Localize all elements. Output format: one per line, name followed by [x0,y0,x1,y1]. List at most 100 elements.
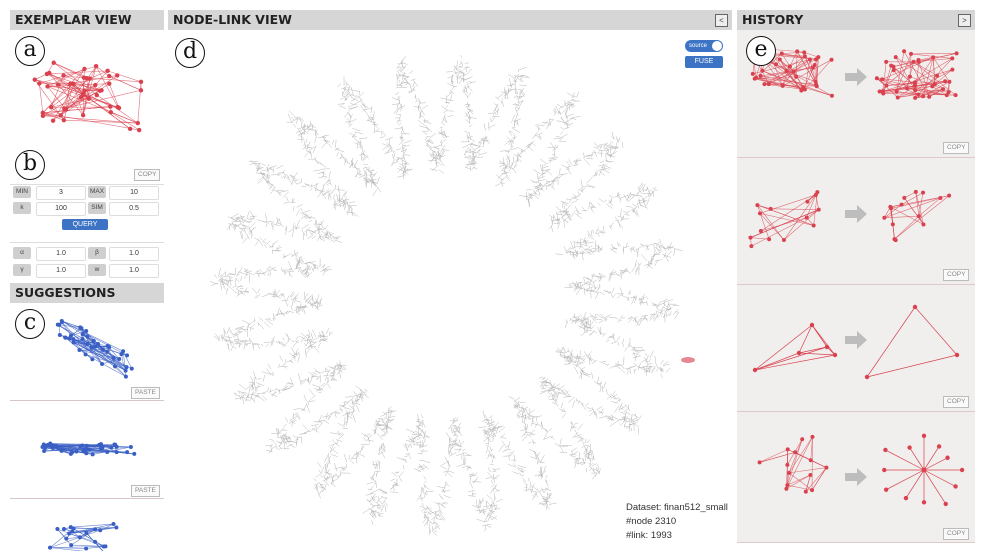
paste-button[interactable]: PASTE [131,485,160,497]
ring-edge [449,91,453,94]
ring-edge [262,374,266,382]
ring-edge [438,494,443,500]
ring-edge [534,190,538,195]
ring-edge [346,159,348,163]
history-copy-button[interactable]: COPY [943,142,970,154]
graph-edge [806,209,819,218]
ring-edge [500,91,508,95]
graph-edge [91,347,127,368]
ring-edge [453,425,456,430]
ring-edge [340,404,345,407]
history-item[interactable]: COPY [737,412,975,543]
ring-edge [311,337,318,342]
ring-edge [516,411,519,416]
history-copy-button[interactable]: COPY [943,528,970,540]
ring-edge [631,264,637,272]
history-copy-button[interactable]: COPY [943,269,970,281]
w-input[interactable]: 1.0 [109,264,159,278]
ring-edge [441,121,446,127]
graph-edge [69,337,128,356]
beta-input[interactable]: 1.0 [109,247,159,261]
gamma-input[interactable]: 1.0 [36,264,86,278]
ring-edge [335,139,337,148]
graph-node [98,446,103,451]
history-item[interactable]: COPY [737,30,975,158]
ring-edge [315,189,325,192]
ring-edge [462,144,469,149]
ring-edge [468,136,476,142]
fuse-button[interactable]: FUSE [685,56,723,68]
ring-edge [291,340,295,343]
k-input[interactable]: 100 [36,202,86,216]
ring-edge [463,90,467,92]
ring-edge [275,289,280,296]
ring-edge [373,111,375,118]
ring-edge [319,338,326,341]
ring-edge [606,151,610,155]
ring-edge [376,418,381,426]
ring-edge [232,345,237,349]
history-item[interactable]: COPY [737,158,975,285]
ring-edge [291,117,298,123]
ring-edge [323,263,326,269]
expand-icon[interactable]: > [958,14,971,27]
graph-node [108,110,114,115]
history-copy-button[interactable]: COPY [943,396,970,408]
ring-edge [226,275,233,278]
source-toggle[interactable]: source [685,40,723,52]
exemplar-copy-button[interactable]: COPY [134,169,161,181]
ring-edge [505,163,509,169]
min-input[interactable]: 3 [36,186,86,200]
ring-edge [633,246,635,251]
ring-edge [638,199,643,202]
suggestion-item[interactable] [10,499,164,551]
ring-edge [569,247,575,250]
ring-edge [651,254,654,262]
ring-edge [536,172,539,181]
ring-edge [595,285,601,293]
ring-edge [280,176,285,179]
graph-edge [755,53,782,78]
graph-edge [918,53,957,63]
graph-edge [63,75,102,91]
ring-edge [282,435,285,443]
ring-edge [401,158,404,166]
ring-edge [393,108,399,114]
alpha-input[interactable]: 1.0 [36,247,86,261]
suggestion-item[interactable]: PASTE [10,401,164,499]
ring-edge [317,342,322,348]
ring-edge [438,515,445,521]
history-item[interactable]: COPY [737,285,975,412]
ring-edge [581,250,587,254]
ring-edge [366,168,373,174]
min-label: MIN [13,186,31,198]
ring-edge [352,391,358,395]
max-input[interactable]: 10 [109,186,159,200]
graph-node [114,525,119,530]
nodelink-view-title: NODE-LINK VIEW [168,10,732,30]
ring-edge [281,267,283,272]
nodelink-canvas[interactable] [168,30,732,551]
graph-edge [786,436,813,489]
graph-node [91,338,96,343]
query-button[interactable]: QUERY [62,219,108,230]
ring-edge [271,432,279,434]
ring-edge [447,115,454,118]
sim-input[interactable]: 0.5 [109,202,159,216]
ring-edge [521,430,528,438]
collapse-icon[interactable]: < [715,14,728,27]
graph-node [80,332,85,337]
ring-edge [584,245,593,251]
ring-edge [272,189,280,194]
suggestion-item[interactable]: PASTE [10,303,164,401]
ring-edge [370,473,376,479]
ring-edge [356,394,359,403]
ring-edge [594,471,599,477]
ring-edge [451,74,454,82]
ring-edge [350,113,353,118]
ring-edge [334,412,341,414]
ring-edge [234,217,240,219]
ring-edge [554,148,556,157]
ring-edge [226,283,233,290]
paste-button[interactable]: PASTE [131,387,160,399]
